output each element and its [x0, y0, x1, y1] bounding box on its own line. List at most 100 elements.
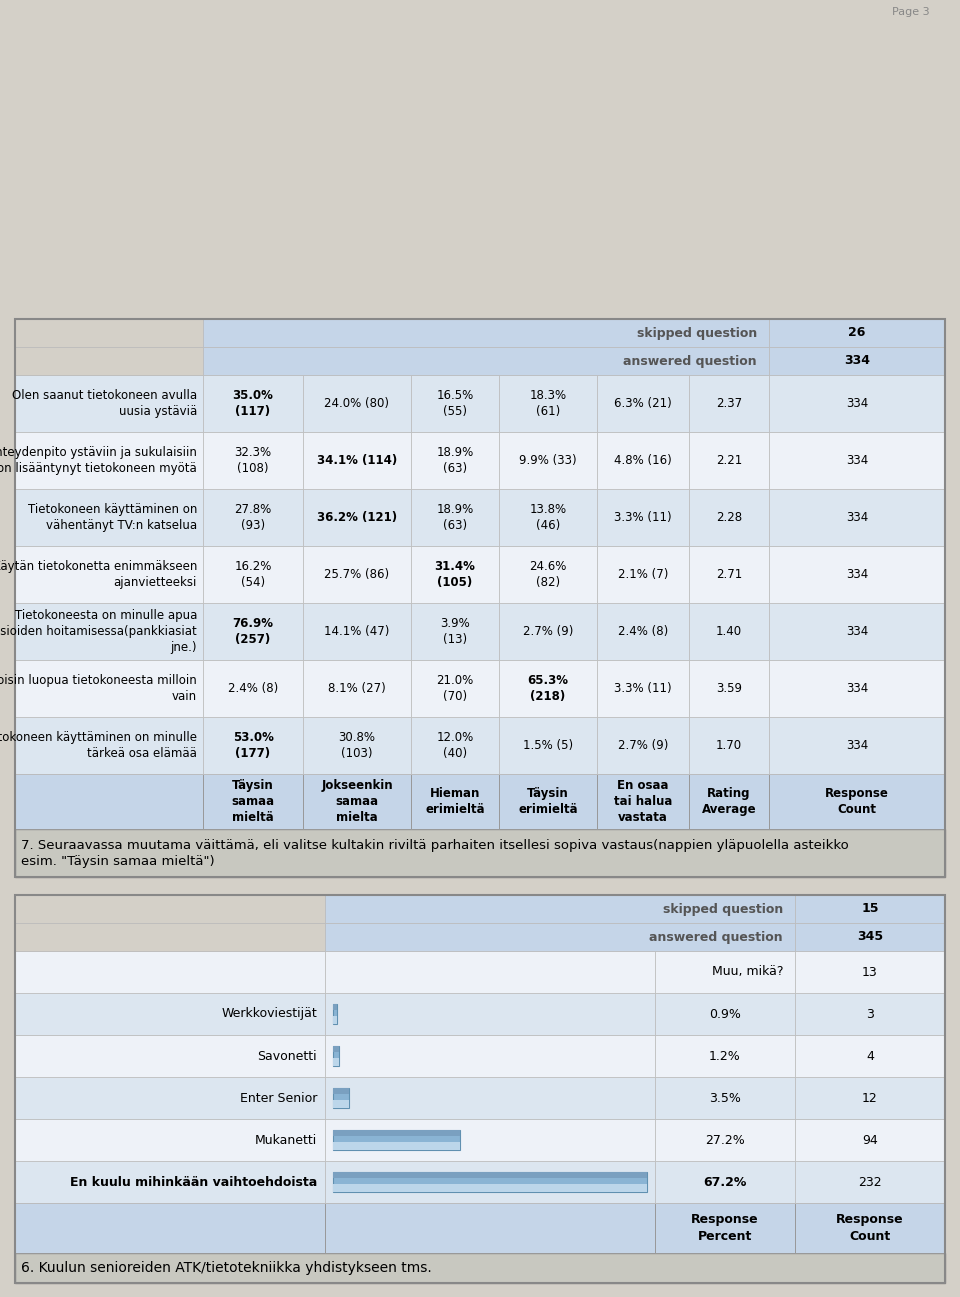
Text: 4.8% (16): 4.8% (16) [614, 454, 672, 467]
Bar [411, 546, 499, 603]
Bar [411, 717, 499, 774]
Bar [795, 1119, 945, 1161]
Text: 67.2%: 67.2% [704, 1175, 747, 1188]
Text: 32.3%
(108): 32.3% (108) [234, 446, 272, 475]
Text: 1.2%: 1.2% [709, 1049, 741, 1062]
Bar [15, 951, 325, 994]
Bar [499, 660, 597, 717]
Bar [769, 375, 945, 432]
Text: 18.3%
(61): 18.3% (61) [529, 389, 566, 418]
Text: Tietokoneen käyttäminen on
vähentänyt TV:n katselua: Tietokoneen käyttäminen on vähentänyt TV… [28, 503, 197, 532]
Bar [333, 1088, 349, 1093]
Text: Tietokoneen käyttäminen on minulle
tärkeä osa elämää: Tietokoneen käyttäminen on minulle tärke… [0, 732, 197, 760]
Bar [769, 660, 945, 717]
Text: Yhteydenpito ystäviin ja sukulaisiin
on lisääntynyt tietokoneen myötä: Yhteydenpito ystäviin ja sukulaisiin on … [0, 446, 197, 475]
Bar [203, 432, 303, 489]
Bar [769, 319, 945, 348]
Bar [689, 774, 769, 829]
Bar [303, 603, 411, 660]
Bar [203, 774, 303, 829]
Bar [689, 375, 769, 432]
Bar [769, 717, 945, 774]
Text: 27.2%: 27.2% [706, 1134, 745, 1147]
Bar [333, 1143, 460, 1150]
Bar [15, 489, 203, 546]
Bar [499, 375, 597, 432]
Bar [325, 1161, 655, 1204]
Bar [15, 829, 945, 877]
Text: 2.4% (8): 2.4% (8) [228, 682, 278, 695]
Text: skipped question: skipped question [636, 327, 757, 340]
Text: Page 3: Page 3 [893, 6, 930, 17]
Text: 6.3% (21): 6.3% (21) [614, 397, 672, 410]
Bar [411, 774, 499, 829]
Bar [411, 375, 499, 432]
Text: 13: 13 [862, 965, 877, 978]
Text: 334: 334 [846, 568, 868, 581]
Text: answered question: answered question [623, 354, 757, 367]
Text: 1.5% (5): 1.5% (5) [523, 739, 573, 752]
Bar [769, 774, 945, 829]
Text: 26: 26 [849, 327, 866, 340]
Bar [333, 1058, 339, 1066]
Text: 34.1% (114): 34.1% (114) [317, 454, 397, 467]
Text: 2.7% (9): 2.7% (9) [618, 739, 668, 752]
Text: 3: 3 [866, 1008, 874, 1021]
Text: 2.37: 2.37 [716, 397, 742, 410]
Text: 2.71: 2.71 [716, 568, 742, 581]
Text: 2.4% (8): 2.4% (8) [618, 625, 668, 638]
Bar [15, 319, 203, 348]
Bar [499, 774, 597, 829]
Text: 30.8%
(103): 30.8% (103) [339, 732, 375, 760]
Bar [411, 603, 499, 660]
Text: Voisin luopua tietokoneesta milloin
vain: Voisin luopua tietokoneesta milloin vain [0, 674, 197, 703]
Text: 18.9%
(63): 18.9% (63) [437, 446, 473, 475]
Bar [203, 660, 303, 717]
Bar [333, 1004, 337, 1025]
Bar [795, 994, 945, 1035]
Text: Muu, mikä?: Muu, mikä? [711, 965, 783, 978]
Bar [15, 348, 203, 375]
Bar [689, 717, 769, 774]
Bar [15, 717, 203, 774]
Bar [303, 546, 411, 603]
Text: Hieman
erimieltä: Hieman erimieltä [425, 787, 485, 816]
Text: Täysin
samaa
mieltä: Täysin samaa mieltä [231, 779, 275, 824]
Text: 334: 334 [846, 625, 868, 638]
Text: 3.59: 3.59 [716, 682, 742, 695]
Bar [303, 489, 411, 546]
Bar [795, 1204, 945, 1253]
Bar [303, 375, 411, 432]
Text: 334: 334 [844, 354, 870, 367]
Text: 53.0%
(177): 53.0% (177) [232, 732, 274, 760]
Text: skipped question: skipped question [662, 903, 783, 916]
Bar [15, 1204, 325, 1253]
Text: 8.1% (27): 8.1% (27) [328, 682, 386, 695]
Text: Täysin
erimieltä: Täysin erimieltä [518, 787, 578, 816]
Bar [333, 1130, 460, 1150]
Text: 2.21: 2.21 [716, 454, 742, 467]
Bar [303, 774, 411, 829]
Bar [795, 1161, 945, 1204]
Bar [333, 1045, 339, 1066]
Text: 3.3% (11): 3.3% (11) [614, 682, 672, 695]
Text: 334: 334 [846, 454, 868, 467]
Text: 3.9%
(13): 3.9% (13) [440, 617, 469, 646]
Bar [689, 432, 769, 489]
Bar [325, 1119, 655, 1161]
Text: Response
Count: Response Count [836, 1214, 903, 1243]
Bar [15, 774, 203, 829]
Text: 36.2% (121): 36.2% (121) [317, 511, 397, 524]
Text: 2.1% (7): 2.1% (7) [618, 568, 668, 581]
Text: 24.0% (80): 24.0% (80) [324, 397, 390, 410]
Bar [655, 1077, 795, 1119]
Text: 3.5%: 3.5% [709, 1092, 741, 1105]
Text: 12: 12 [862, 1092, 877, 1105]
Text: 345: 345 [857, 930, 883, 943]
Bar [15, 660, 203, 717]
Bar [499, 717, 597, 774]
Text: 25.7% (86): 25.7% (86) [324, 568, 390, 581]
Text: 14.1% (47): 14.1% (47) [324, 625, 390, 638]
Bar [303, 660, 411, 717]
Bar [411, 489, 499, 546]
